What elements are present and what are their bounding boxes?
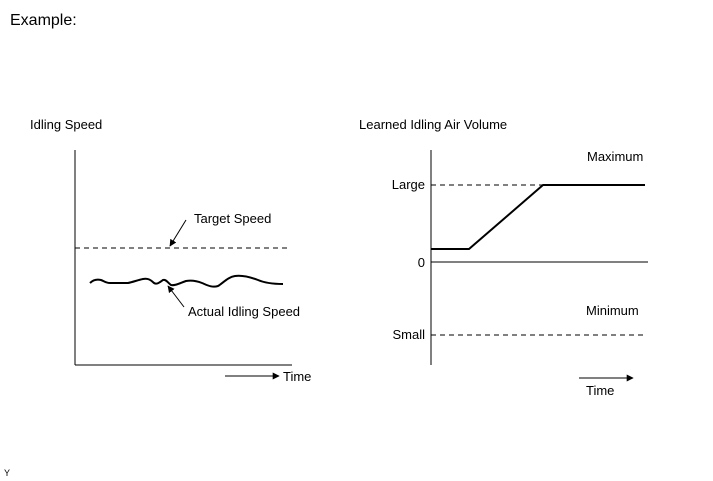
target-speed-leader [169,219,187,247]
learned-air-volume-title: Learned Idling Air Volume [359,117,507,132]
example-heading: Example: [10,12,77,29]
actual-idling-speed-leader [167,285,185,308]
idling-speed-title: Idling Speed [30,117,102,132]
minimum-label: Minimum [586,303,639,318]
small-label: Small [392,327,425,342]
zero-label: 0 [418,255,425,270]
idling-speed-chart: Idling Speed Target Speed Actual Idling … [30,117,311,384]
actual-idling-speed-label: Actual Idling Speed [188,304,300,319]
maximum-label: Maximum [587,149,643,164]
target-speed-label: Target Speed [194,211,271,226]
figure-code: Y [4,468,10,478]
idling-speed-time-label: Time [283,369,311,384]
air-volume-time-label: Time [586,383,614,398]
learned-air-volume-chart: Learned Idling Air Volume Large 0 Small … [359,117,648,398]
actual-idling-speed-line [89,274,284,288]
large-label: Large [392,177,425,192]
learned-air-volume-line [431,184,645,250]
